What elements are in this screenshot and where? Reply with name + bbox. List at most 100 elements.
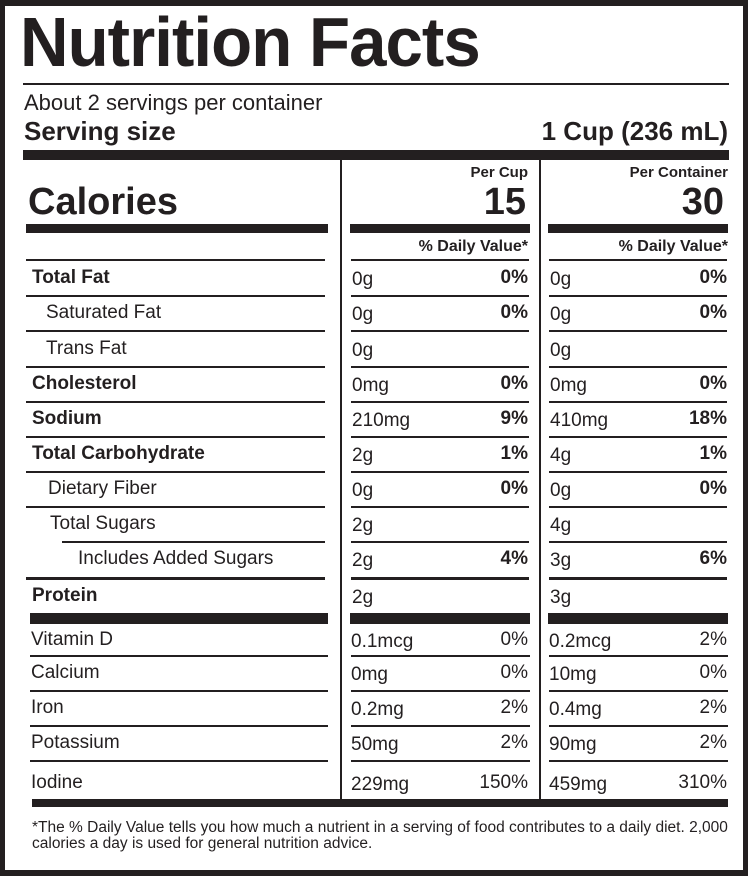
row-line — [26, 471, 325, 473]
per-container-dv-header: % Daily Value* — [618, 238, 728, 255]
row-line — [26, 506, 325, 508]
per-cup-amount: 0g — [352, 480, 374, 501]
vitamin-label: Iodine — [31, 772, 83, 793]
per-cup-daily-value: 0% — [500, 662, 528, 683]
per-cup-daily-value: 4% — [500, 548, 528, 569]
nutrient-label: Sodium — [32, 408, 102, 429]
vitamin-label: Iron — [31, 697, 64, 718]
per-container-amount: 410mg — [550, 410, 609, 431]
per-container-amount: 0g — [550, 304, 572, 325]
per-container-daily-value: 0% — [699, 373, 727, 394]
row-line — [549, 401, 727, 403]
per-cup-daily-value: 2% — [500, 732, 528, 753]
nutrient-label: Includes Added Sugars — [78, 548, 274, 569]
per-cup-daily-value: 0% — [500, 478, 528, 499]
per-container-daily-value: 0% — [699, 662, 727, 683]
per-container-amount: 4g — [550, 445, 572, 466]
row-line — [351, 401, 529, 403]
per-cup-amount: 2g — [352, 587, 374, 608]
calories-label: Calories — [28, 181, 178, 223]
per-cup-header: Per Cup — [470, 164, 528, 181]
per-cup-amount: 0mg — [351, 664, 388, 685]
per-container-daily-value: 1% — [699, 443, 727, 464]
per-cup-amount: 210mg — [352, 410, 411, 431]
nutrient-label: Total Fat — [32, 267, 110, 288]
row-line — [26, 366, 325, 368]
row-line — [351, 330, 529, 332]
per-cup-amount: 50mg — [351, 734, 399, 755]
per-cup-amount: 2g — [352, 550, 374, 571]
title-divider — [23, 83, 729, 85]
per-cup-calories: 15 — [483, 181, 526, 223]
per-container-amount: 0mg — [550, 375, 587, 396]
row-line — [26, 436, 325, 438]
calories-bar-container — [548, 224, 728, 233]
nutrient-label: Saturated Fat — [46, 302, 162, 323]
per-cup-daily-value: 0% — [500, 302, 528, 323]
row-line — [351, 541, 529, 543]
per-container-amount: 459mg — [549, 774, 608, 795]
row-line — [351, 471, 529, 473]
nutrient-label: Trans Fat — [46, 338, 127, 359]
calories-bar-left — [26, 224, 328, 233]
row-line — [26, 330, 325, 332]
daily-value-footnote: *The % Daily Value tells you how much a … — [32, 819, 728, 852]
per-container-amount: 90mg — [549, 734, 597, 755]
per-container-daily-value: 0% — [699, 267, 727, 288]
row-line — [549, 725, 728, 727]
per-container-amount: 0g — [550, 340, 572, 361]
row-line — [351, 690, 530, 692]
per-cup-amount: 0g — [352, 269, 374, 290]
per-container-daily-value: 2% — [699, 629, 727, 650]
row-line — [351, 577, 529, 580]
per-container-amount: 3g — [550, 550, 572, 571]
row-line — [549, 259, 727, 261]
per-cup-daily-value: 9% — [500, 408, 528, 429]
row-line — [26, 577, 325, 580]
row-line — [549, 690, 728, 692]
row-line — [549, 655, 728, 657]
per-cup-amount: 0.2mg — [351, 699, 404, 720]
row-line — [351, 436, 529, 438]
vitamin-label: Calcium — [31, 662, 100, 683]
per-cup-daily-value: 150% — [479, 772, 528, 793]
serving-size-value: 1 Cup (236 mL) — [541, 116, 728, 146]
per-container-daily-value: 2% — [699, 697, 727, 718]
per-container-amount: 0.2mcg — [549, 631, 612, 652]
per-cup-dv-header: % Daily Value* — [418, 238, 528, 255]
per-container-daily-value: 310% — [678, 772, 727, 793]
per-cup-daily-value: 0% — [500, 267, 528, 288]
per-container-amount: 3g — [550, 587, 572, 608]
per-cup-amount: 0g — [352, 304, 374, 325]
row-line — [549, 471, 727, 473]
row-line — [30, 725, 328, 727]
footer-thick-bar — [32, 799, 728, 807]
per-cup-amount: 0g — [352, 340, 374, 361]
per-cup-daily-value: 0% — [500, 373, 528, 394]
column-divider-2 — [539, 160, 541, 799]
row-line — [26, 401, 325, 403]
label-title: Nutrition Facts — [20, 3, 481, 81]
servings-per-container: About 2 servings per container — [24, 90, 323, 115]
per-cup-amount: 2g — [352, 445, 374, 466]
calories-bar-cup — [350, 224, 530, 233]
row-line — [351, 366, 529, 368]
row-line — [549, 506, 727, 508]
row-line — [351, 259, 529, 261]
vitamin-label: Potassium — [31, 732, 120, 753]
row-line — [351, 760, 530, 762]
row-line — [549, 577, 727, 580]
vitamin-label: Vitamin D — [31, 629, 114, 650]
row-line — [30, 760, 328, 762]
row-line — [62, 541, 325, 543]
per-cup-daily-value: 1% — [500, 443, 528, 464]
per-container-amount: 0g — [550, 480, 572, 501]
nutrient-label: Total Sugars — [50, 513, 156, 534]
per-container-daily-value: 0% — [699, 478, 727, 499]
nutrient-label: Total Carbohydrate — [32, 443, 205, 464]
per-container-calories: 30 — [681, 181, 724, 223]
row-line — [30, 690, 328, 692]
row-line — [30, 655, 328, 657]
column-divider-1 — [340, 160, 342, 799]
